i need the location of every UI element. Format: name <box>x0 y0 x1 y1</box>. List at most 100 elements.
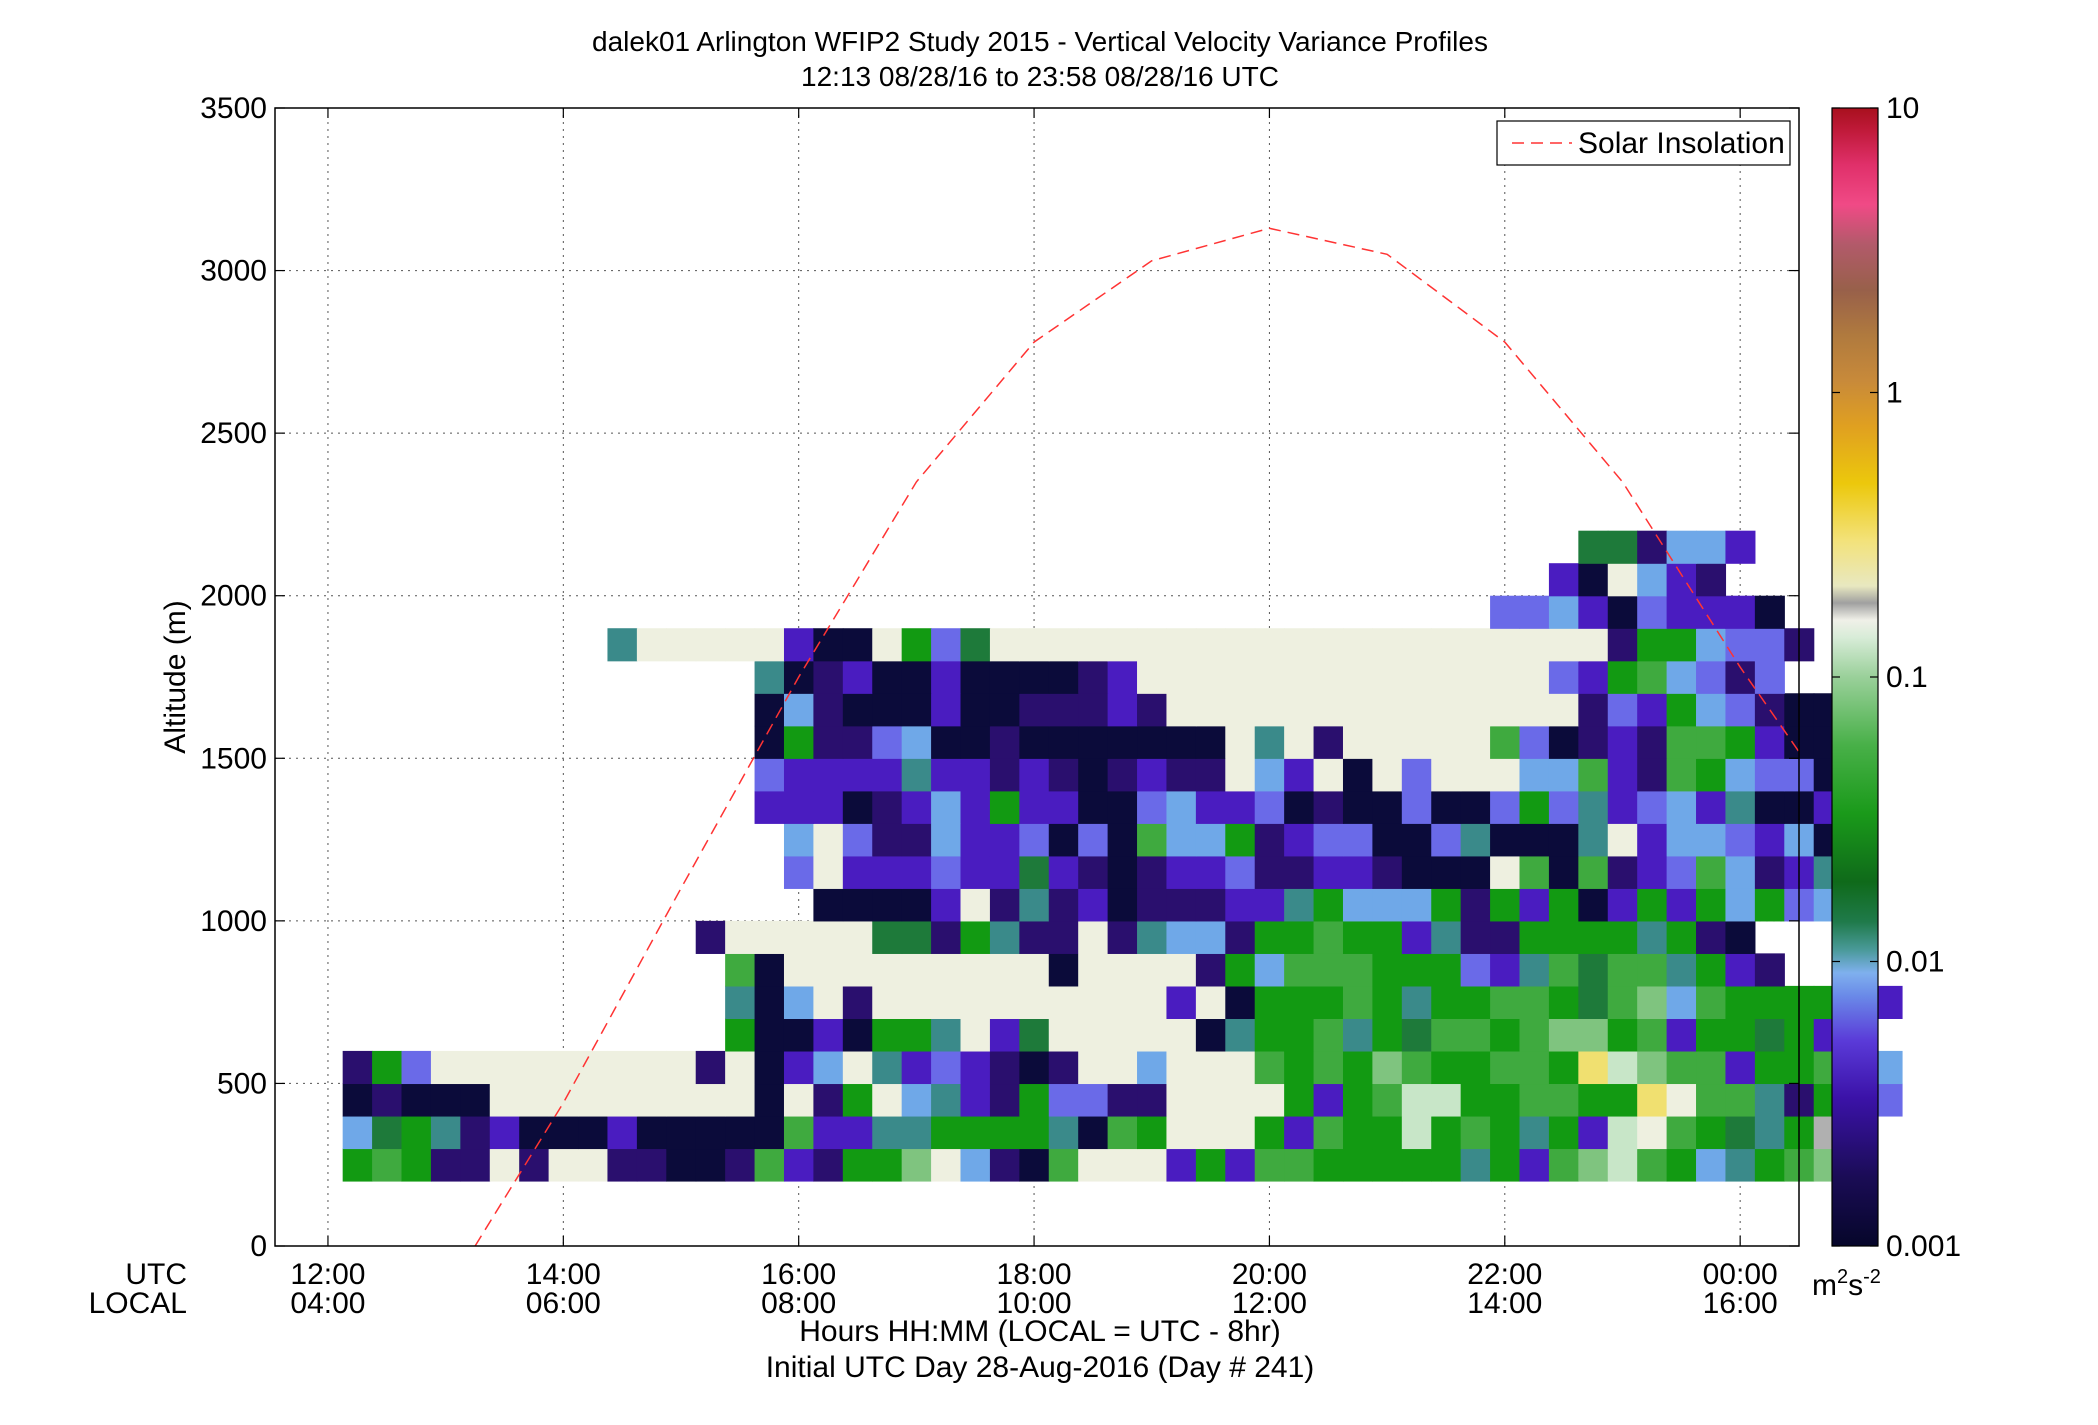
variance-cell <box>1313 823 1344 857</box>
variance-cell <box>1048 985 1079 1019</box>
variance-cell <box>1725 985 1756 1019</box>
variance-cell <box>1284 660 1315 694</box>
variance-cell <box>989 985 1020 1019</box>
variance-cell <box>1666 855 1697 889</box>
variance-cell <box>1166 693 1197 727</box>
variance-cell <box>1284 920 1315 954</box>
variance-cell <box>1548 628 1579 662</box>
variance-cell <box>1607 693 1638 727</box>
variance-cell <box>1666 1148 1697 1182</box>
variance-cell <box>901 758 932 792</box>
variance-cell <box>1313 1115 1344 1150</box>
variance-cell <box>1019 823 1050 857</box>
variance-cell <box>872 790 903 824</box>
x-tick-label-utc: 12:00 <box>290 1258 365 1291</box>
variance-cell <box>1313 920 1344 954</box>
variance-cell <box>1725 1083 1756 1117</box>
variance-cell <box>1019 1148 1050 1182</box>
variance-cell <box>783 855 815 889</box>
variance-cell <box>960 1148 991 1182</box>
variance-cell <box>1637 985 1668 1019</box>
solar-insolation-line <box>474 227 1800 1247</box>
variance-cell <box>1490 953 1521 987</box>
variance-cell <box>1284 758 1315 792</box>
colorbar-tick-label: 10 <box>1886 92 1919 125</box>
variance-cell <box>1725 758 1756 792</box>
variance-cell <box>960 790 991 824</box>
variance-cell <box>1254 660 1285 694</box>
variance-cell <box>1225 953 1256 987</box>
variance-cell <box>1696 953 1727 987</box>
variance-cell <box>754 758 785 792</box>
variance-cell <box>430 1083 461 1117</box>
variance-cell <box>1372 823 1403 857</box>
x-axis-row-label-local: LOCAL <box>89 1287 187 1320</box>
variance-cell <box>636 628 667 662</box>
variance-cell <box>1548 1115 1579 1150</box>
y-axis-label: Altitude (m) <box>159 600 192 753</box>
variance-cell <box>1519 920 1550 954</box>
variance-cell <box>1578 1018 1609 1052</box>
axis-ticks: 050010001500200025003000350012:0004:0014… <box>200 92 1799 1320</box>
x-tick-label-local: 08:00 <box>761 1287 836 1320</box>
variance-cell <box>1431 1115 1462 1150</box>
variance-cell <box>1195 888 1226 922</box>
variance-cell <box>1195 790 1226 824</box>
variance-cell <box>1254 1083 1285 1117</box>
variance-cell <box>1637 595 1668 629</box>
variance-cell <box>1225 693 1256 727</box>
legend: Solar Insolation <box>1496 120 1791 166</box>
variance-cell <box>901 790 932 824</box>
variance-cell <box>1401 920 1432 954</box>
variance-cell <box>1401 1050 1432 1085</box>
variance-cell <box>872 1083 903 1117</box>
variance-cell <box>1637 758 1668 792</box>
variance-cell <box>1431 1083 1462 1117</box>
variance-cell <box>960 628 991 662</box>
variance-cell <box>1107 790 1138 824</box>
variance-cell <box>725 920 756 954</box>
variance-cell <box>1372 1018 1403 1052</box>
variance-cell <box>519 1115 550 1150</box>
variance-cell <box>1313 1148 1344 1182</box>
variance-cell <box>901 1018 932 1052</box>
variance-cell <box>1490 855 1521 889</box>
variance-cell <box>1254 693 1285 727</box>
variance-cell <box>1137 693 1168 727</box>
variance-cell <box>1431 660 1462 694</box>
variance-cell <box>901 985 932 1019</box>
variance-cell <box>1078 1083 1109 1117</box>
variance-cell <box>1342 920 1373 954</box>
variance-cell <box>1342 725 1373 759</box>
variance-cell <box>1313 1083 1344 1117</box>
variance-cell <box>783 693 815 727</box>
variance-cell <box>872 693 903 727</box>
variance-cell <box>695 1083 726 1117</box>
colorbar-tick-label: 0.1 <box>1886 661 1928 694</box>
variance-cell <box>1460 725 1491 759</box>
variance-cell <box>460 1050 491 1085</box>
variance-cell <box>1225 628 1256 662</box>
variance-cell <box>1048 790 1079 824</box>
variance-cell <box>1401 790 1432 824</box>
colorbar-unit-base-2: s <box>1848 1269 1863 1302</box>
variance-cell <box>1078 1115 1109 1150</box>
variance-cell <box>401 1148 432 1182</box>
variance-cell <box>813 693 844 727</box>
variance-cell <box>1372 888 1403 922</box>
variance-cell <box>1166 758 1197 792</box>
variance-cell <box>1137 1083 1168 1117</box>
variance-cell <box>1696 888 1727 922</box>
variance-cell <box>1460 660 1491 694</box>
variance-cell <box>872 725 903 759</box>
variance-cell <box>695 1115 726 1150</box>
variance-cell <box>754 790 785 824</box>
colorbar-ticks: 10 1 0.1 0.01 0.001 <box>1832 92 1961 1263</box>
variance-cell <box>1490 1050 1521 1085</box>
variance-cell <box>1048 920 1079 954</box>
variance-cell <box>1754 758 1785 792</box>
variance-cell <box>1166 855 1197 889</box>
variance-cell <box>1254 790 1285 824</box>
variance-cell <box>342 1115 373 1150</box>
variance-cell <box>901 1050 932 1085</box>
